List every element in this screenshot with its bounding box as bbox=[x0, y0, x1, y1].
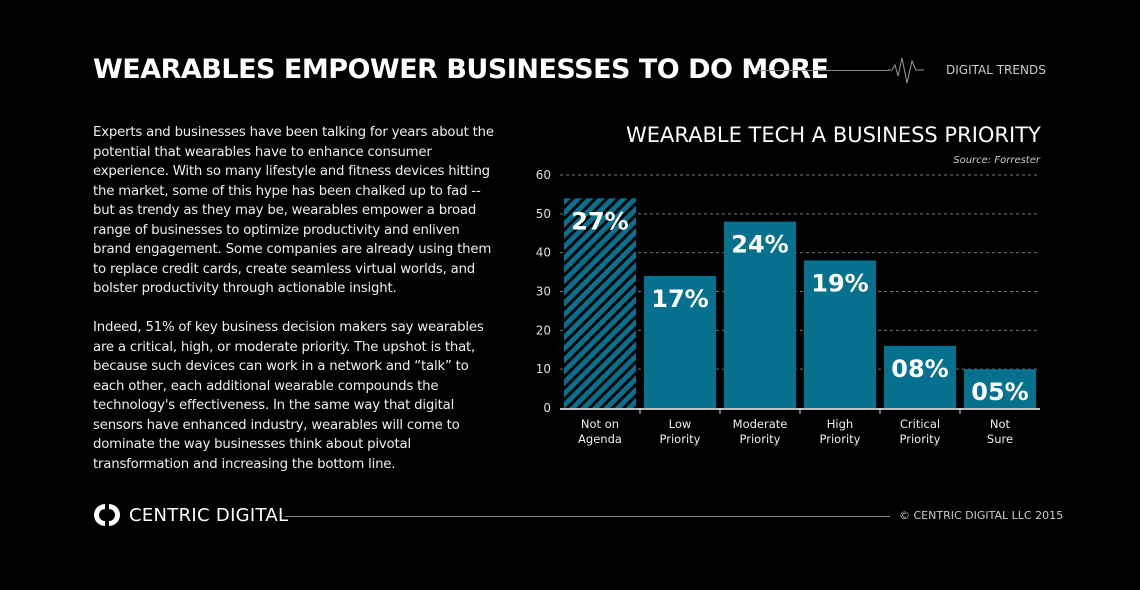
x-tick-label: Agenda bbox=[578, 432, 622, 446]
x-tick-label: Critical bbox=[900, 417, 940, 431]
x-tick-label: Priority bbox=[900, 432, 941, 446]
x-tick-label: Not bbox=[990, 417, 1011, 431]
bar bbox=[724, 221, 796, 408]
copyright: © CENTRIC DIGITAL LLC 2015 bbox=[899, 509, 1064, 522]
data-label: 27% bbox=[571, 207, 628, 235]
page-title: WEARABLES EMPOWER BUSINESSES TO DO MORE bbox=[93, 54, 829, 85]
pulse-icon bbox=[888, 57, 924, 84]
brand-logo: CENTRIC DIGITAL bbox=[93, 501, 288, 529]
x-tick-label: High bbox=[827, 417, 853, 431]
y-tick-label: 30 bbox=[536, 285, 551, 299]
x-tick-label: Not on bbox=[581, 417, 619, 431]
chart-source: Source: Forrester bbox=[953, 155, 1040, 166]
brand-name: CENTRIC DIGITAL bbox=[129, 504, 289, 526]
paragraph: Experts and businesses have been talking… bbox=[93, 125, 494, 296]
y-tick-label: 20 bbox=[536, 323, 551, 337]
section-tag: DIGITAL TRENDS bbox=[946, 63, 1046, 77]
data-label: 24% bbox=[731, 231, 788, 259]
y-tick-label: 40 bbox=[536, 246, 551, 260]
y-tick-label: 10 bbox=[536, 362, 551, 376]
bar bbox=[884, 345, 956, 408]
x-tick-label: Sure bbox=[987, 432, 1013, 446]
x-tick-label: Moderate bbox=[733, 417, 788, 431]
bar bbox=[564, 198, 636, 408]
body-text: Experts and businesses have been talking… bbox=[93, 123, 498, 494]
bar bbox=[804, 260, 876, 408]
x-tick-label: Priority bbox=[740, 432, 781, 446]
y-tick-label: 60 bbox=[536, 168, 551, 182]
x-tick-label: Priority bbox=[660, 432, 701, 446]
x-tick-label: Priority bbox=[820, 432, 861, 446]
y-tick-label: 0 bbox=[543, 401, 551, 415]
centric-logo-icon bbox=[94, 504, 120, 526]
y-tick-label: 50 bbox=[536, 207, 551, 221]
data-label: 05% bbox=[971, 378, 1028, 406]
bar bbox=[964, 369, 1036, 408]
bar bbox=[644, 275, 716, 408]
data-label: 08% bbox=[891, 355, 948, 383]
footer-divider bbox=[285, 516, 890, 517]
x-tick-label: Low bbox=[669, 417, 692, 431]
data-label: 17% bbox=[651, 285, 708, 313]
header-divider bbox=[757, 70, 889, 71]
paragraph: Indeed, 51% of key business decision mak… bbox=[93, 320, 484, 472]
chart-title: WEARABLE TECH A BUSINESS PRIORITY bbox=[626, 123, 1041, 147]
data-label: 19% bbox=[811, 269, 868, 297]
